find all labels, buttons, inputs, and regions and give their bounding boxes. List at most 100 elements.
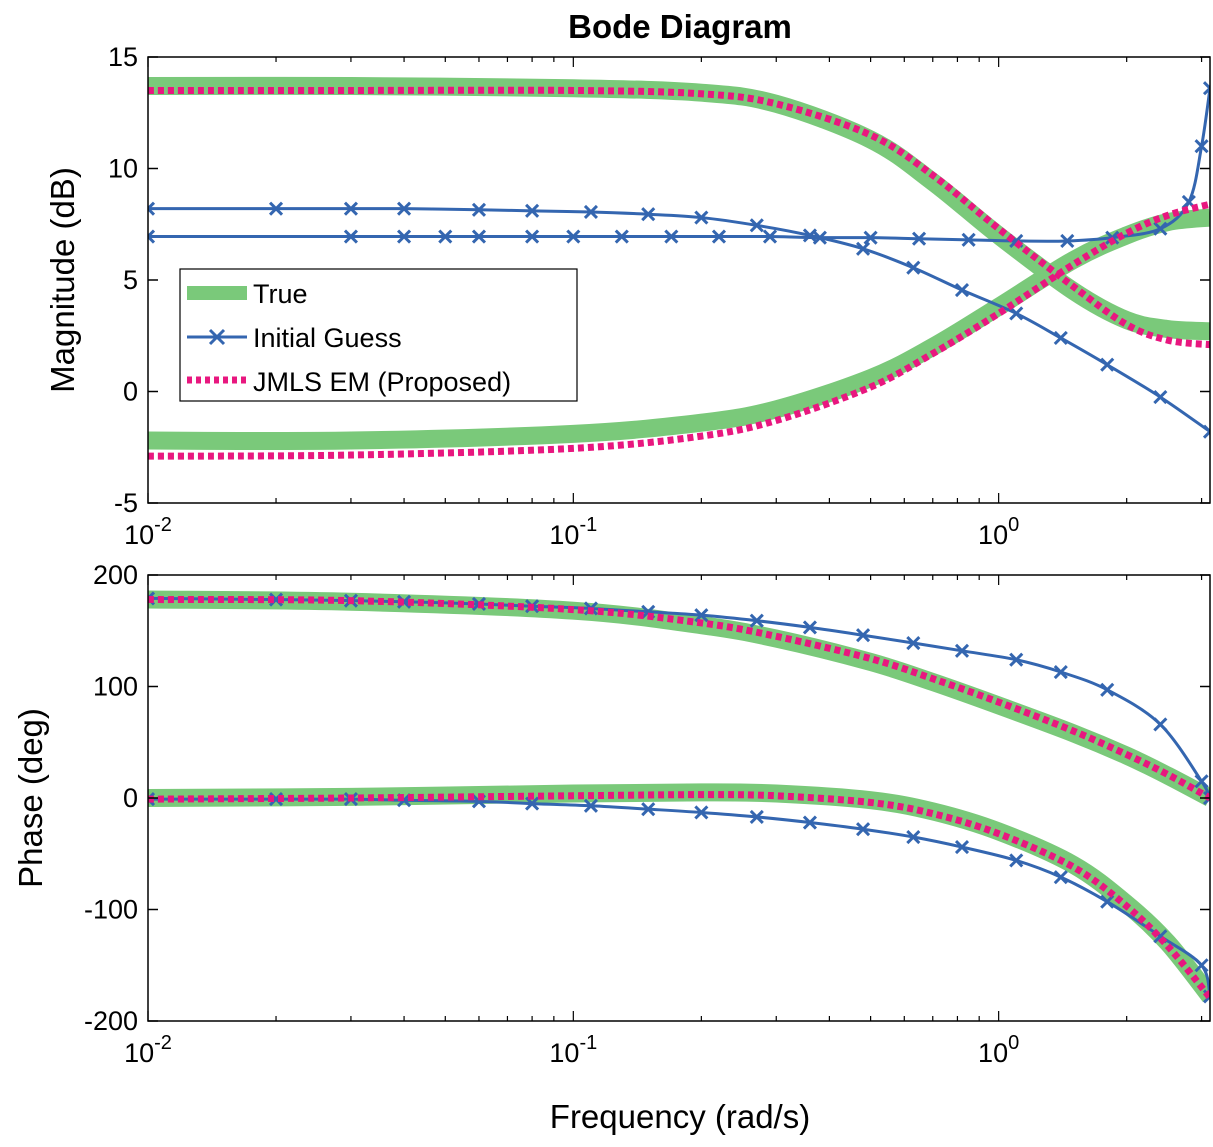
magnitude-initial-marker-2-4: [471, 202, 487, 217]
magnitude-initial-marker-3-1: [343, 229, 358, 244]
magnitude-initial-marker-3-5: [525, 229, 540, 244]
phase-xtick-label: 10-1: [549, 1032, 597, 1068]
magnitude-initial-marker-2-11: [856, 241, 871, 256]
phase-initial-marker-3-9: [749, 809, 764, 825]
phase-initial-marker-2-10: [802, 620, 817, 635]
magnitude-series-true-1: [148, 208, 1210, 451]
phase-ytick-label: 0: [123, 783, 138, 813]
magnitude-xtick-label-base: 10: [124, 520, 154, 550]
phase-xtick-label-exp: -2: [154, 1032, 172, 1054]
phase-xtick-label-exp: -1: [579, 1032, 597, 1054]
magnitude-xtick-label-base: 10: [549, 520, 579, 550]
magnitude-initial-marker-3-4: [471, 229, 487, 244]
phase-xtick-label: 100: [978, 1032, 1019, 1068]
magnitude-initial-marker-2-13: [954, 282, 970, 298]
magnitude-initial-marker-3-2: [397, 229, 412, 244]
phase-initial-marker-3-5: [525, 796, 540, 811]
magnitude-initial-marker-2-5: [525, 203, 540, 218]
phase-initial-marker-2-11: [856, 628, 871, 643]
magnitude-initial-marker-3-11: [812, 230, 827, 245]
phase-initial-marker-2-16: [1100, 682, 1115, 697]
magnitude-xtick-label: 100: [978, 514, 1019, 550]
phase-xtick-label-base: 10: [978, 1038, 1008, 1068]
magnitude-initial-marker-2-10: [802, 228, 817, 243]
legend: True Initial Guess JMLS EM (Proposed): [179, 268, 578, 402]
magnitude-series-jmls-em-proposed-5: [148, 200, 1210, 460]
magnitude-series-group: [148, 76, 1210, 460]
magnitude-initial-marker-2-18: [1202, 424, 1210, 439]
phase-series-jmls-em-proposed-4: [148, 596, 1210, 802]
phase-initial-marker-2-17: [1153, 717, 1168, 732]
phase-xlabel: Frequency (rad/s): [550, 1098, 810, 1135]
magnitude-initial-marker-2-15: [1053, 330, 1068, 346]
magnitude-xtick-label-exp: -2: [154, 514, 172, 536]
magnitude-initial-marker-2-3: [397, 201, 412, 216]
phase-initial-marker-2-13: [954, 643, 970, 658]
magnitude-initial-marker-3-0: [148, 229, 156, 244]
magnitude-initial-marker-2-6: [583, 204, 598, 220]
phase-xtick-label-base: 10: [124, 1038, 154, 1068]
magnitude-initial-marker-3-6: [566, 229, 581, 244]
phase-initial-marker-2-15: [1053, 664, 1068, 680]
magnitude-initial-marker-2-9: [749, 218, 764, 233]
phase-initial-marker-2-8: [694, 608, 709, 623]
magnitude-initial-marker-2-1: [268, 201, 284, 216]
phase-initial-marker-2-14: [1009, 652, 1024, 667]
magnitude-initial-marker-3-8: [664, 229, 679, 244]
magnitude-initial-marker-2-0: [148, 201, 156, 216]
phase-ytick-label: -200: [84, 1006, 138, 1036]
chart-title: Bode Diagram: [568, 8, 792, 45]
magnitude-initial-marker-3-21: [1202, 81, 1210, 96]
phase-series-group: [148, 590, 1210, 1004]
legend-initial-label: Initial Guess: [253, 323, 402, 353]
magnitude-ytick-label: 15: [108, 42, 138, 72]
phase-initial-marker-3-6: [583, 798, 598, 813]
phase-initial-marker-3-13: [954, 839, 970, 855]
magnitude-initial-marker-3-18: [1153, 221, 1168, 236]
phase-initial-marker-2-1: [268, 592, 284, 607]
magnitude-ylabel: Magnitude (dB): [44, 167, 81, 393]
phase-initial-marker-3-14: [1009, 853, 1024, 868]
magnitude-ytick-label: -5: [114, 488, 138, 518]
legend-em-label: JMLS EM (Proposed): [253, 367, 511, 397]
magnitude-initial-marker-3-9: [711, 229, 727, 244]
phase-initial-marker-2-19: [1202, 790, 1210, 806]
phase-initial-marker-2-9: [749, 613, 764, 628]
phase-initial-marker-2-12: [906, 635, 921, 651]
magnitude-xtick-label-exp: -1: [579, 514, 597, 536]
phase-initial-marker-3-8: [694, 805, 709, 820]
phase-ytick-label: 100: [93, 672, 138, 702]
magnitude-xtick-label: 10-1: [549, 514, 597, 550]
phase-xtick-label-exp: 0: [1008, 1032, 1019, 1054]
phase-initial-marker-3-18: [1194, 958, 1209, 973]
magnitude-ytick-label: 0: [123, 377, 138, 407]
magnitude-initial-marker-2-7: [641, 207, 656, 222]
phase-ytick-label: 200: [93, 560, 138, 590]
phase-initial-marker-2-18: [1194, 774, 1209, 789]
magnitude-initial-marker-3-10: [762, 229, 778, 244]
magnitude-initial-marker-3-3: [438, 229, 453, 244]
magnitude-series-jmls-em-proposed-4: [148, 86, 1210, 349]
magnitude-xtick-label: 10-2: [124, 514, 172, 550]
magnitude-initial-marker-3-14: [961, 232, 976, 247]
magnitude-ytick-label: 5: [123, 265, 138, 295]
magnitude-initial-marker-3-12: [863, 230, 878, 245]
magnitude-initial-marker-2-17: [1153, 390, 1168, 405]
phase-initial-marker-3-11: [856, 822, 871, 837]
phase-xtick-label-base: 10: [549, 1038, 579, 1068]
phase-series-jmls-em-proposed-5: [148, 791, 1210, 1000]
magnitude-initial-marker-3-13: [912, 231, 927, 246]
magnitude-initial-marker-2-2: [343, 201, 358, 216]
phase-series-initial-guess-3: [148, 797, 1210, 997]
magnitude-initial-marker-3-7: [614, 229, 629, 244]
phase-initial-marker-3-12: [906, 829, 921, 845]
phase-ytick-label: -100: [84, 895, 138, 925]
phase-initial-marker-3-0: [148, 792, 156, 807]
magnitude-initial-marker-2-12: [906, 260, 921, 275]
phase-initial-marker-3-7: [641, 802, 656, 817]
legend-true-label: True: [253, 279, 308, 309]
